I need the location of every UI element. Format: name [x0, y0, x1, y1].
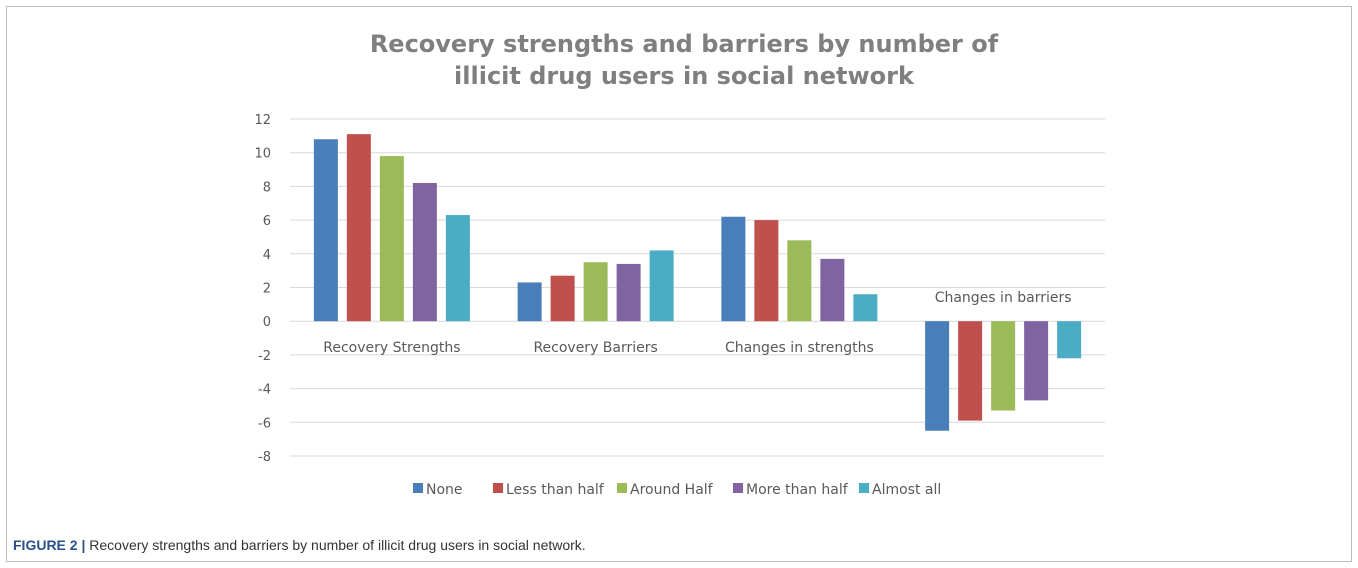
- legend: None Less than half Around Half More than h…: [413, 482, 941, 498]
- figure-caption-label: FIGURE 2 |: [13, 537, 86, 553]
- legend-label: Less than half: [506, 482, 605, 498]
- bar: [1057, 321, 1082, 359]
- bar: [721, 216, 746, 322]
- y-tick-label: -4: [258, 383, 271, 398]
- bar: [616, 263, 641, 322]
- bar: [379, 156, 404, 322]
- y-tick-label: 10: [254, 147, 271, 162]
- bar: [925, 321, 950, 431]
- bar: [787, 240, 812, 322]
- bar: [1024, 321, 1049, 401]
- y-tick-label: 0: [263, 315, 271, 330]
- bar: [853, 294, 878, 322]
- legend-label: More than half: [746, 482, 849, 498]
- y-tick-label: 8: [263, 180, 271, 195]
- chart-title-line-1: Recovery strengths and barriers by numbe…: [370, 30, 999, 58]
- legend-swatch: [413, 483, 423, 493]
- legend-label: Almost all: [872, 482, 941, 498]
- chart-title-line-2: illicit drug users in social network: [454, 62, 915, 90]
- bar: [313, 139, 338, 322]
- legend-swatch: [617, 483, 627, 493]
- legend-swatch: [493, 483, 503, 493]
- y-tick-label: 4: [263, 248, 271, 263]
- bar: [991, 321, 1016, 411]
- y-tick-label: -8: [258, 450, 271, 465]
- bar: [445, 215, 470, 322]
- figure-caption: FIGURE 2 | Recovery strengths and barrie…: [13, 537, 586, 553]
- y-tick-label: 6: [263, 214, 271, 229]
- bar: [649, 250, 674, 322]
- category-label: Recovery Barriers: [533, 340, 657, 356]
- bar: [550, 275, 575, 322]
- legend-swatch: [733, 483, 743, 493]
- bar: [517, 282, 542, 322]
- category-label: Changes in strengths: [725, 340, 874, 356]
- y-tick-label: -6: [258, 416, 271, 431]
- bars: [313, 134, 1082, 431]
- bar: [820, 258, 845, 322]
- bar: [412, 183, 437, 322]
- legend-label: None: [426, 482, 463, 498]
- bar: [754, 220, 779, 322]
- figure-caption-text: Recovery strengths and barriers by numbe…: [85, 537, 586, 553]
- legend-swatch: [859, 483, 869, 493]
- category-label: Recovery Strengths: [323, 340, 460, 356]
- category-labels: Recovery Strengths Recovery Barriers Chang…: [323, 290, 1071, 356]
- bar-chart: Recovery strengths and barriers by numbe…: [254, 30, 1105, 498]
- gridlines: [290, 118, 1105, 457]
- legend-label: Around Half: [630, 482, 714, 498]
- bar: [346, 134, 371, 322]
- bar: [583, 262, 608, 322]
- y-tick-label: 2: [263, 282, 271, 297]
- bar: [958, 321, 983, 421]
- category-label: Changes in barriers: [935, 290, 1072, 306]
- y-tick-label: -2: [258, 349, 271, 364]
- y-tick-label: 12: [254, 113, 271, 128]
- y-axis-ticks: 12 10 8 6 4 2 0 -2 -4 -6 -8: [254, 113, 271, 465]
- figure-frame: [6, 6, 1352, 562]
